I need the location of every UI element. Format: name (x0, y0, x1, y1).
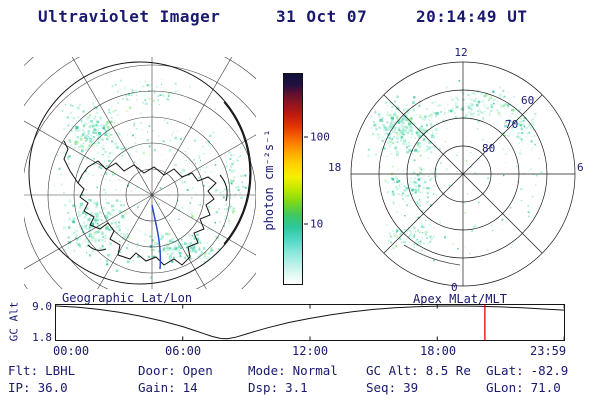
status-glon-value: 71.0 (530, 380, 561, 395)
app-title: Ultraviolet Imager (38, 7, 221, 26)
altitude-strip-chart (55, 304, 565, 341)
status-field-gcalt: GC Alt: 8.5 Re (366, 363, 471, 378)
header-date: 31 Oct 07 (276, 7, 368, 26)
alt-chart-frame (55, 304, 565, 341)
antarctica-coastline (63, 140, 228, 266)
xtick-0600: 06:00 (165, 344, 202, 358)
status-field-mode: Mode: Normal (248, 363, 338, 378)
status-field-ip: IP: 36.0 (8, 380, 68, 395)
status-dsp-label: Dsp: (248, 380, 279, 395)
status-door-value: Open (182, 363, 213, 378)
mlat-label-70: 70 (505, 118, 519, 131)
aurora-image-right (367, 79, 549, 262)
colorbar-tick: 10 (304, 217, 323, 230)
status-field-glon: GLon: 71.0 (486, 380, 561, 395)
geo-grid (24, 57, 256, 289)
status-field-seq: Seq: 39 (366, 380, 418, 395)
xtick-2359: 23:59 (530, 344, 567, 358)
terminator-arc (223, 101, 251, 245)
altitude-curve (55, 305, 565, 340)
image-edge-arc (403, 244, 461, 266)
status-gcalt-value: 8.5 Re (425, 363, 471, 378)
alt-ytick-min: 1.8 (32, 331, 52, 344)
colorbar-label: photon cm⁻²s⁻¹ (262, 129, 276, 231)
mlat-label-60: 60 (521, 94, 535, 107)
header-time: 20:14:49 UT (416, 7, 528, 26)
status-ip-value: 36.0 (37, 380, 68, 395)
alt-ytick-max: 9.0 (32, 300, 52, 313)
left-plot-caption: Geographic Lat/Lon (62, 291, 193, 305)
status-seq-value: 39 (403, 380, 419, 395)
status-gcalt-label: GC Alt: (366, 363, 419, 378)
status-ip-label: IP: (8, 380, 31, 395)
status-glat-value: -82.9 (530, 363, 569, 378)
status-glat-label: GLat: (486, 363, 524, 378)
status-flt-value: LBHL (45, 363, 76, 378)
alt-chart-ylabel: GC Alt (7, 301, 21, 342)
geographic-polar-plot (24, 57, 256, 289)
mlt-label-12: 12 (454, 46, 468, 59)
status-mode-value: Normal (292, 363, 338, 378)
status-flt-label: Flt: (8, 363, 39, 378)
right-plot-caption: Apex MLat/MLT (413, 292, 507, 306)
colorbar (283, 73, 303, 285)
xtick-0000: 00:00 (53, 344, 90, 358)
status-field-gain: Gain: 14 (138, 380, 198, 395)
status-seq-label: Seq: (366, 380, 397, 395)
apex-polar-plot (350, 61, 576, 287)
fov-circle-left (28, 61, 252, 285)
mlt-label-0: 0 (451, 281, 458, 294)
satellite-track (151, 204, 162, 270)
colorbar-gradient (283, 73, 303, 285)
status-field-flt: Flt: LBHL (8, 363, 75, 378)
mlat-label-80: 80 (482, 142, 496, 155)
status-field-door: Door: Open (138, 363, 213, 378)
status-dsp-value: 3.1 (285, 380, 308, 395)
colorbar-ticks: 100 10 (304, 73, 338, 285)
xtick-1800: 18:00 (420, 344, 457, 358)
status-field-dsp: Dsp: 3.1 (248, 380, 308, 395)
xtick-1200: 12:00 (292, 344, 329, 358)
mlt-label-18: 18 (328, 161, 342, 174)
status-mode-label: Mode: (248, 363, 286, 378)
status-gain-label: Gain: (138, 380, 176, 395)
status-door-label: Door: (138, 363, 176, 378)
aurora-image-left (53, 79, 248, 279)
colorbar-tick: 100 (304, 130, 330, 143)
status-field-glat: GLat: -82.9 (486, 363, 568, 378)
mlt-label-6: 6 (577, 161, 584, 174)
status-gain-value: 14 (182, 380, 198, 395)
mlat-mlt-grid (350, 61, 576, 287)
status-glon-label: GLon: (486, 380, 524, 395)
